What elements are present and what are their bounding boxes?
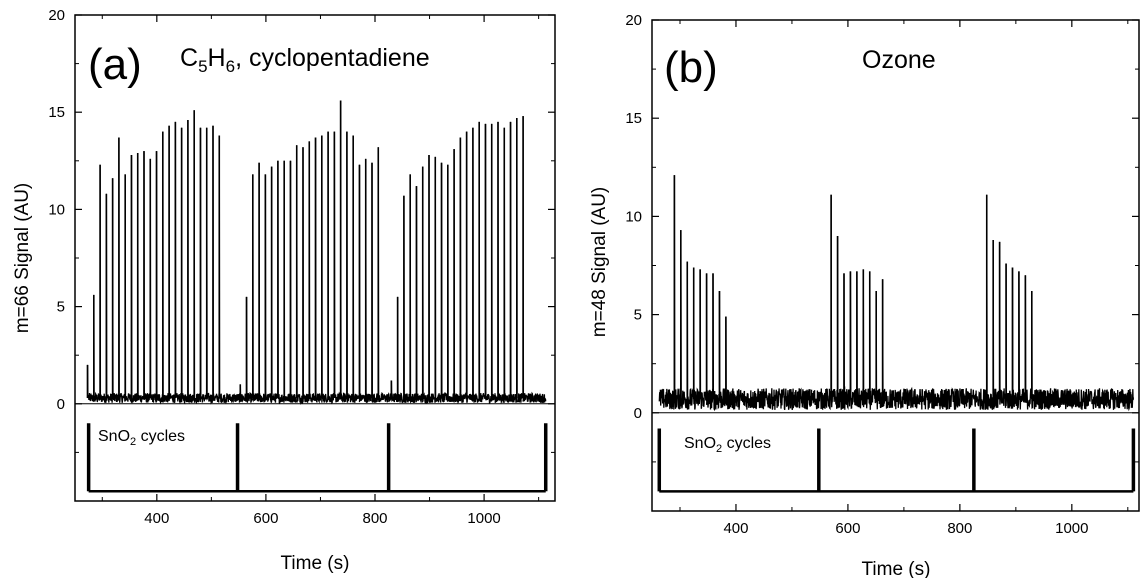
panel-b: 400 600 800 1000 0 5 10 15 20 (b) Ozone SnO2 cyc… xyxy=(589,12,1140,578)
y-tick-label-3: 15 xyxy=(48,104,65,121)
x-tick-label-1: 600 xyxy=(835,520,860,537)
x-tick-label-3: 1000 xyxy=(467,510,500,527)
chart-title-b: Ozone xyxy=(862,46,936,74)
x-tick-label-2: 800 xyxy=(947,520,972,537)
cycle-bar-a xyxy=(86,423,548,493)
signal-trace-a xyxy=(86,100,547,405)
y-axis-label-a: m=66 Signal (AU) xyxy=(12,183,33,333)
y-tick-label-4: 20 xyxy=(625,12,642,29)
x-axis-label-b: Time (s) xyxy=(862,559,931,578)
cycle-bar-b xyxy=(657,428,1136,493)
y-tick-label-0: 0 xyxy=(57,396,65,413)
signal-line xyxy=(658,175,1135,412)
panel-a: 400 600 800 1000 0 5 10 15 20 (a) C5H6, cyclopen… xyxy=(12,7,556,574)
x-tick-label-0: 400 xyxy=(723,520,748,537)
y-tick-label-1: 5 xyxy=(634,307,642,324)
axis-ticks-b: 400 600 800 1000 0 5 10 15 20 xyxy=(625,12,1139,537)
x-tick-label-3: 1000 xyxy=(1055,520,1088,537)
x-tick-label-1: 600 xyxy=(253,510,278,527)
y-tick-label-2: 10 xyxy=(48,201,65,218)
x-tick-label-2: 800 xyxy=(362,510,387,527)
cycles-label-a: SnO2 cycles xyxy=(98,428,185,448)
y-tick-label-3: 15 xyxy=(625,110,642,127)
panel-label-a: (a) xyxy=(88,40,142,89)
axis-ticks-a: 400 600 800 1000 0 5 10 15 20 xyxy=(48,7,555,527)
panel-label-b: (b) xyxy=(664,43,718,92)
y-axis-label-b: m=48 Signal (AU) xyxy=(589,187,610,337)
chart-title-a: C5H6, cyclopentadiene xyxy=(180,44,430,76)
x-tick-label-0: 400 xyxy=(144,510,169,527)
y-tick-label-2: 10 xyxy=(625,208,642,225)
signal-trace-b xyxy=(658,175,1135,412)
x-axis-label-a: Time (s) xyxy=(281,553,350,574)
y-tick-label-1: 5 xyxy=(57,299,65,316)
y-tick-label-0: 0 xyxy=(634,405,642,422)
cycles-label-b: SnO2 cycles xyxy=(684,435,771,455)
y-tick-label-4: 20 xyxy=(48,7,65,24)
